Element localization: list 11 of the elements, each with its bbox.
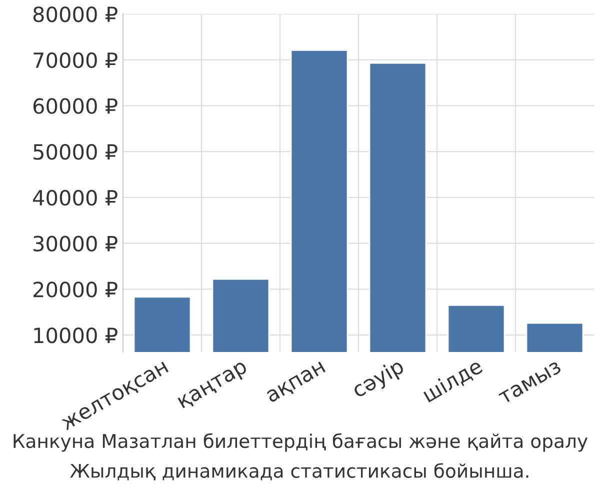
y-tick-label: 10000 ₽ bbox=[34, 327, 118, 344]
text: Жылдық динамикада статистикасы бойынша. bbox=[70, 463, 528, 480]
y-tick-label: 20000 ₽ bbox=[34, 282, 118, 298]
y-tick-label: 80000 ₽ bbox=[33, 6, 118, 22]
y-tick-label: 50000 ₽ bbox=[34, 144, 118, 160]
y-tick-label: 40000 ₽ bbox=[33, 190, 118, 206]
y-tick-label: 30000 ₽ bbox=[34, 236, 118, 252]
y-tick-label: 60000 ₽ bbox=[33, 98, 118, 114]
y-tick-label: 70000 ₽ bbox=[34, 52, 118, 68]
x-tick-label: сәуір bbox=[350, 357, 407, 402]
text: Канкуна Мазатлан билеттердің бағасы және қайта оралу bbox=[14, 433, 588, 452]
